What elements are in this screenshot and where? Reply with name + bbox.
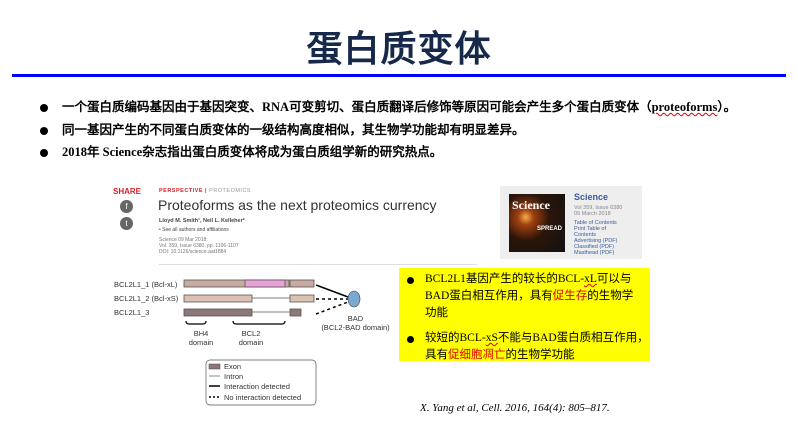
bad-label: BAD (BCL2-BAD domain): [318, 314, 393, 332]
domain-name: BCL2: [241, 329, 261, 338]
domain-label: BCL2 domain: [236, 329, 266, 347]
legend-label: Intron: [224, 372, 244, 381]
note-term: xL: [584, 273, 597, 285]
article-meta: DOI: 10.1126/science.aat1884: [159, 249, 227, 255]
citation: X. Yang et al, Cell. 2016, 164(4): 805–8…: [420, 402, 610, 414]
bullet-dot-icon: [40, 149, 48, 158]
bullet-text: 同一基因产生的不同蛋白质变体的一级结构高度相似，其生物学功能却有明显差异。: [62, 123, 525, 137]
bad-protein-icon: [347, 290, 361, 308]
bullet-text: 一个蛋白质编码基因由于基因突变、RNA可变剪切、蛋白质翻译后修饰等原因可能会产生…: [62, 100, 652, 114]
article-kicker: PERSPECTIVE | PROTEOMICS: [159, 188, 252, 194]
share-label: SHARE: [113, 187, 142, 196]
domain-label: BH4 domain: [186, 329, 216, 347]
affiliations-link: • See all authors and affiliations: [159, 227, 229, 233]
article-screenshot: SHARE f t PERSPECTIVE | PROTEOMICS Prote…: [108, 183, 478, 268]
twitter-icon: t: [120, 217, 133, 230]
bh4-bracket: [185, 320, 207, 325]
bullet-text: 2018年 Science杂志指出蛋白质变体将成为蛋白质组学新的研究热点。: [62, 145, 443, 159]
journal-link: Masthead (PDF): [574, 250, 615, 256]
legend-label: Interaction detected: [224, 382, 290, 391]
note-term: xS: [485, 332, 498, 344]
highlight-note-box: BCL2L1基因产生的较长的BCL-xL可以与BAD蛋白相互作用，具有促生存的生…: [399, 268, 650, 361]
legend-box: [205, 359, 317, 406]
exon: [289, 308, 302, 317]
slide-title: 蛋白质变体: [306, 29, 492, 70]
bad-name: BAD: [347, 314, 364, 323]
facebook-icon: f: [120, 200, 133, 213]
section-label: PROTEOMICS: [209, 188, 252, 194]
journal-date: 09 March 2018: [574, 211, 611, 217]
exon: [183, 279, 290, 288]
domain-word: domain: [238, 338, 264, 347]
domain-name: BH4: [193, 329, 209, 338]
exon: [183, 308, 253, 317]
legend-exon-swatch: [208, 363, 221, 370]
journal-name: Science: [574, 192, 609, 202]
bullet-dot-icon: [40, 127, 48, 136]
note-emphasis: 促细胞凋亡: [448, 349, 506, 361]
title-divider: [12, 74, 786, 77]
journal-link: Table of Contents: [574, 220, 617, 226]
journal-link: Print Table of: [574, 226, 607, 232]
journal-issue: Vol 359, Issue 6380: [574, 205, 623, 211]
domain-word: domain: [188, 338, 214, 347]
note-text: BCL2L1基因产生的较长的BCL-: [425, 273, 585, 285]
article-authors: Lloyd M. Smith¹, Neil L. Kelleher²: [159, 218, 245, 224]
note-text: 较短的BCL-: [425, 332, 486, 344]
kicker-label: PERSPECTIVE: [159, 188, 204, 194]
bullet-dot-icon: [407, 336, 414, 343]
article-meta: Vol. 359, Issue 6380, pp. 1106-1107: [159, 243, 239, 249]
note-item: BCL2L1基因产生的较长的BCL-xL可以与BAD蛋白相互作用，具有促生存的生…: [425, 271, 640, 322]
note-text: 可以与BAD蛋白相互作用，具有: [425, 273, 632, 302]
bcl2-bracket: [232, 320, 286, 325]
isoform-label: BCL2L1_3: [114, 308, 150, 317]
legend-label: Exon: [224, 362, 242, 371]
isoform-label: BCL2L1_1 (Bcl-xL): [114, 280, 178, 289]
exon: [183, 294, 253, 303]
article-headline: Proteoforms as the next proteomics curre…: [158, 197, 437, 213]
exon: [289, 279, 315, 288]
journal-link: Classified (PDF): [574, 244, 615, 250]
exon: [289, 294, 315, 303]
bullet-text-end: ）。: [717, 100, 737, 114]
isoform-diagram: BCL2L1_1 (Bcl-xL) BCL2L1_2 (Bcl-xS) BCL2…: [108, 272, 398, 412]
note-item: 较短的BCL-xS不能与BAD蛋白质相互作用，具有促细胞凋亡的生物学功能: [425, 330, 650, 364]
journal-panel: Science SPREAD Science Vol 359, Issue 63…: [500, 186, 642, 259]
bullet-item: 2018年 Science杂志指出蛋白质变体将成为蛋白质组学新的研究热点。: [40, 141, 442, 160]
journal-cover-image: Science SPREAD: [509, 194, 565, 252]
cover-title: Science: [512, 198, 550, 212]
legend-label: No interaction detected: [224, 393, 302, 402]
bullet-item: 同一基因产生的不同蛋白质变体的一级结构高度相似，其生物学功能却有明显差异。: [40, 119, 525, 138]
note-text: 的生物学功能: [425, 290, 634, 319]
bullet-dot-icon: [407, 277, 414, 284]
bullet-item: 一个蛋白质编码基因由于基因突变、RNA可变剪切、蛋白质翻译后修饰等原因可能会产生…: [40, 96, 736, 115]
isoform-label: BCL2L1_2 (Bcl-xS): [114, 294, 179, 303]
journal-link: Advertising (PDF): [574, 238, 618, 244]
cover-headline: SPREAD: [537, 226, 563, 232]
bad-domain: (BCL2-BAD domain): [321, 323, 390, 332]
no-interaction-line: [315, 301, 349, 315]
divider: [159, 264, 477, 265]
bullet-term: proteoforms: [651, 100, 718, 114]
journal-link: Contents: [574, 232, 597, 238]
article-meta: Science 09 Mar 2018:: [159, 237, 208, 243]
interaction-line: [315, 284, 349, 298]
exon-highlight: [244, 279, 286, 288]
note-emphasis: 促生存: [552, 290, 588, 302]
note-text: 不能与BAD蛋白质相互作用，具有: [425, 332, 649, 361]
bullet-dot-icon: [40, 104, 48, 113]
isoform-svg: [183, 279, 361, 406]
note-text: 的生物学功能: [505, 349, 575, 361]
